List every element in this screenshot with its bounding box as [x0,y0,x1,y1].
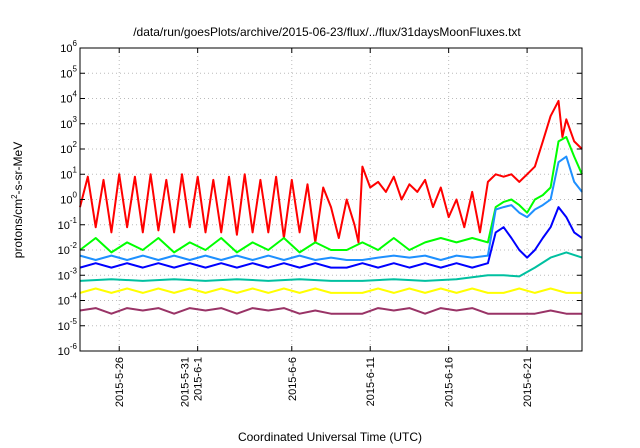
x-tick-label: 2015-6-11 [365,357,377,406]
series-layer [79,99,583,315]
series-line-5 [79,251,583,282]
x-axis-ticks: 2015-5-26 2015-5-31 2015-6-1 2015-6-6 2015-6… [114,48,534,407]
y-tick-label: 106 [60,39,77,55]
y-tick-label: 103 [60,115,77,131]
x-tick-label: 2015-5-31 [180,357,192,407]
series-line-3 [79,155,583,261]
y-tick-label: 10-2 [58,241,78,257]
series-line-6 [79,287,582,294]
grid-layer [80,47,582,352]
series-line-4 [79,206,583,269]
y-tick-label: 10-5 [58,317,78,333]
y-axis-ticks: 10-6 10-5 10-4 10-3 10-2 10-1 100 101 102 103 104 1… [58,39,582,358]
x-tick-label: 2015-6-1 [193,357,205,401]
x-tick-label: 2015-5-26 [114,357,126,407]
y-tick-label: 100 [60,191,77,207]
y-axis-label: protons/cm2-s-sr-MeV [10,142,25,258]
y-tick-label: 10-4 [58,292,78,308]
y-tick-label: 105 [60,64,77,80]
series-line-7 [79,307,582,315]
series-line-1 [79,99,583,244]
x-tick-label: 2015-6-16 [444,357,456,407]
x-axis-label: Coordinated Universal Time (UTC) [238,430,422,444]
y-tick-label: 102 [60,140,77,156]
chart-title: /data/run/goesPlots/archive/2015-06-23/f… [133,25,521,39]
y-tick-label: 101 [60,165,77,181]
plot-frame [79,47,583,352]
y-tick-label: 10-3 [58,266,78,282]
x-tick-label: 2015-6-6 [287,357,299,401]
x-tick-label: 2015-6-21 [522,357,534,407]
y-tick-label: 10-1 [58,216,78,232]
series-line-2 [79,136,583,254]
y-tick-label: 10-6 [58,342,78,358]
y-tick-label: 104 [60,90,77,106]
